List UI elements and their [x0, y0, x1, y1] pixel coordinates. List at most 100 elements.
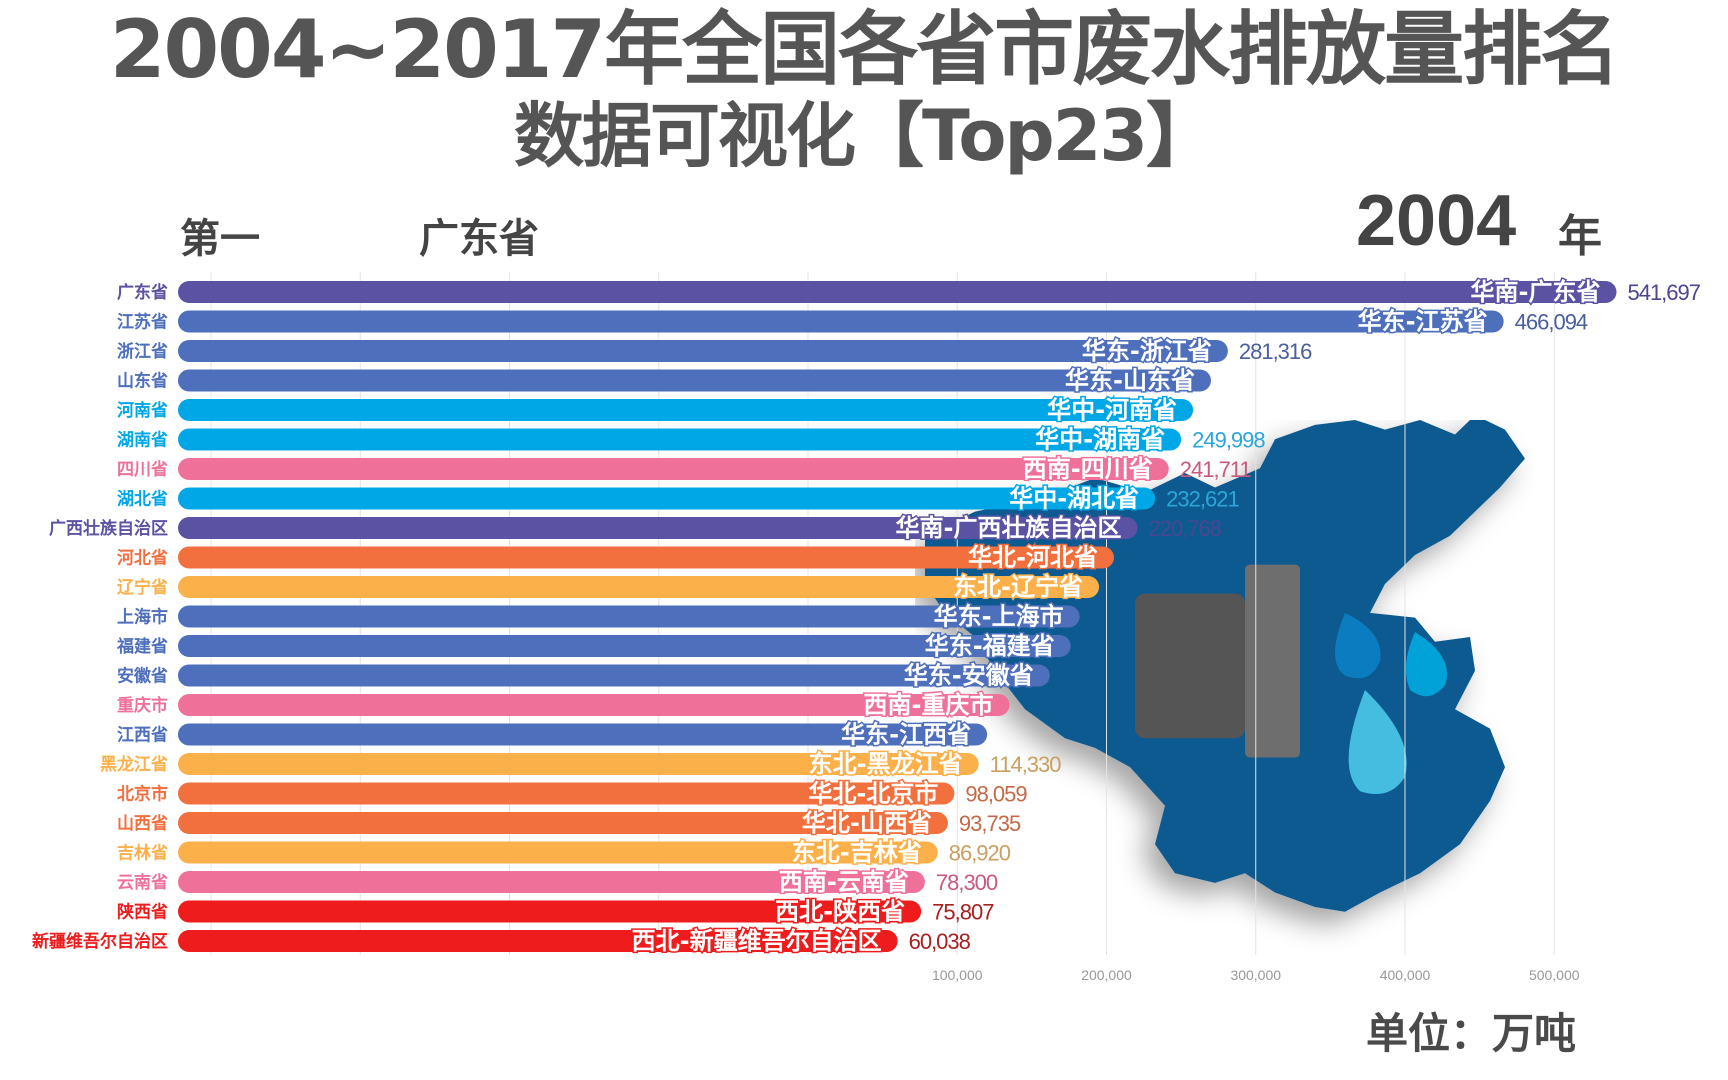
row-name-label: 福建省 [116, 636, 168, 657]
bar-value-label: 281,316 [1239, 339, 1312, 364]
row-name-label: 安徽省 [117, 666, 168, 687]
bar-row: 陕西省 西北-陕西省 75,807 [117, 896, 995, 927]
row-name-label: 山西省 [117, 813, 168, 834]
row-name-label: 浙江省 [117, 341, 168, 362]
bar [178, 458, 1169, 480]
row-name-label: 河南省 [117, 400, 168, 421]
bar-row: 湖北省 华中-湖北省 232,621 [117, 483, 1240, 514]
bar-row: 云南省 西南-云南省 78,300 [117, 867, 999, 898]
row-name-label: 江西省 [117, 725, 168, 746]
bar-row: 吉林省 东北-吉林省 86,920 [117, 837, 1012, 868]
bar-inner-label: 西南-重庆市 [864, 691, 994, 719]
bar-inner-label: 西南-云南省 [779, 868, 909, 896]
unit-label: 单位：万吨 [1366, 1009, 1577, 1058]
bar-inner-label: 西北-陕西省 [775, 898, 905, 926]
bar-row: 广西壮族自治区 华南-广西壮族自治区 220,768 [49, 513, 1223, 544]
row-name-label: 湖南省 [117, 430, 168, 451]
bar [178, 281, 1617, 303]
bar-value-label: 220,768 [1148, 516, 1221, 541]
bar [178, 694, 1010, 716]
x-tick-label: 400,000 [1380, 967, 1431, 983]
bar-inner-label: 华东-浙江省 [1082, 337, 1212, 365]
bar-row: 河北省 华北-河北省 [117, 542, 1114, 573]
bar-row: 辽宁省 东北-辽宁省 [117, 572, 1100, 603]
bar [178, 340, 1228, 362]
row-name-label: 江苏省 [117, 312, 168, 333]
bar [178, 517, 1138, 539]
rank-label: 第一 [180, 216, 260, 262]
bar [178, 723, 988, 746]
row-name-label: 辽宁省 [117, 577, 168, 598]
bar-value-label: 249,998 [1192, 428, 1265, 453]
bar-value-label: 78,300 [936, 870, 998, 895]
water-drop-icon [1335, 612, 1447, 795]
bar-row: 安徽省 华东-安徽省 [117, 660, 1050, 691]
china-map-illustration [925, 420, 1525, 912]
row-name-label: 四川省 [117, 459, 168, 480]
bar [178, 428, 1182, 451]
bar [178, 369, 1211, 392]
bar-inner-label: 西北-新疆维吾尔自治区 [632, 927, 882, 955]
bar-inner-label: 华东-福建省 [925, 632, 1055, 660]
bar-inner-label: 华南-广东省 [1471, 278, 1601, 306]
bar-inner-label: 西南-四川省 [1023, 455, 1153, 483]
bar-row: 广东省 华南-广东省 541,697 [117, 277, 1702, 308]
bar [178, 399, 1194, 421]
bar-inner-label: 华北-山西省 [802, 809, 932, 837]
bar-row: 重庆市 西南-重庆市 [117, 690, 1010, 721]
x-tick-label: 100,000 [932, 967, 983, 983]
bars: 广东省 华南-广东省 541,697 江苏省 华东-江苏省 466,094 浙江省 华东-浙江… [32, 277, 1702, 957]
bar-row: 上海市 华东-上海市 [117, 601, 1080, 632]
bar-inner-label: 东北-吉林省 [792, 839, 922, 867]
row-name-label: 云南省 [117, 872, 168, 893]
factory-icon [1135, 564, 1300, 758]
row-name-label: 广东省 [117, 282, 168, 303]
bar [178, 812, 948, 834]
bar-inner-label: 华东-江西省 [841, 721, 971, 749]
bar-inner-label: 华中-湖北省 [1009, 485, 1139, 513]
bar-row: 山东省 华东-山东省 [117, 365, 1211, 396]
bar-value-label: 60,038 [909, 929, 971, 954]
bar [178, 635, 1071, 657]
bar [178, 546, 1114, 569]
bar-inner-label: 华北-北京市 [808, 780, 938, 808]
bar [178, 930, 898, 952]
bar-inner-label: 华南-广西壮族自治区 [896, 514, 1122, 542]
row-name-label: 吉林省 [117, 843, 168, 864]
bar-row: 山西省 华北-山西省 93,735 [117, 808, 1022, 839]
row-name-label: 新疆维吾尔自治区 [32, 931, 168, 952]
bar-value-label: 466,094 [1515, 310, 1588, 335]
bar-row: 浙江省 华东-浙江省 281,316 [117, 336, 1313, 367]
row-name-label: 广西壮族自治区 [49, 518, 168, 539]
bar-value-label: 114,330 [990, 752, 1062, 777]
bar-row: 江苏省 华东-江苏省 466,094 [117, 306, 1589, 337]
x-tick-label: 500,000 [1529, 967, 1580, 983]
row-name-label: 重庆市 [117, 695, 168, 716]
row-name-label: 北京市 [117, 784, 168, 805]
bar-value-label: 98,059 [965, 782, 1027, 807]
bar-value-label: 232,621 [1166, 487, 1239, 512]
bar-inner-label: 华东-安徽省 [904, 662, 1034, 690]
bar-row: 河南省 华中-河南省 [117, 395, 1194, 426]
bar-inner-label: 东北-辽宁省 [953, 573, 1083, 601]
overlay-title-line2: 数据可视化【Top23】 [512, 95, 1217, 177]
bar [178, 487, 1156, 510]
bar-value-label: 93,735 [959, 811, 1021, 836]
bar-row: 湖南省 华中-湖南省 249,998 [117, 424, 1266, 455]
bar [178, 782, 955, 805]
row-name-label: 陕西省 [117, 902, 168, 923]
bar [178, 753, 979, 775]
row-name-label: 湖北省 [117, 489, 168, 510]
leader-name: 广东省 [419, 216, 539, 262]
x-tick-label: 200,000 [1081, 967, 1132, 983]
x-axis-ticks: 100,000 200,000 300,000 400,000 500,000 [932, 967, 1580, 983]
bar-row: 福建省 华东-福建省 [116, 631, 1071, 662]
row-name-label: 山东省 [117, 371, 168, 392]
bar [178, 576, 1100, 598]
year-unit: 年 [1558, 211, 1602, 262]
bar-inner-label: 华中-河南省 [1047, 396, 1177, 424]
bar-inner-label: 东北-黑龙江省 [809, 750, 963, 778]
bar-inner-label: 华北-河北省 [968, 544, 1098, 572]
bar [178, 310, 1504, 333]
